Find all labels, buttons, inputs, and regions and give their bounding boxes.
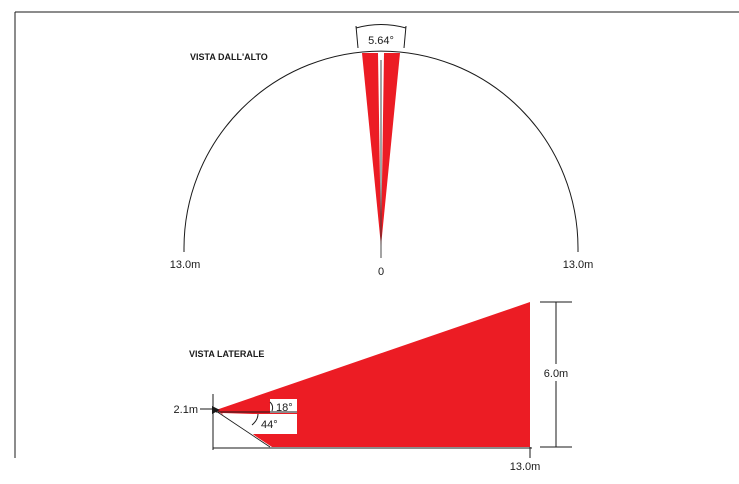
top-view-left-beam bbox=[362, 53, 381, 246]
lower-angle-label: 44° bbox=[261, 419, 278, 431]
distance-label: 13.0m bbox=[510, 461, 541, 473]
mount-height-label: 2.1m bbox=[174, 404, 198, 416]
beam-angle-bracket-left-leg bbox=[355, 25, 359, 49]
lower-angle-arc bbox=[251, 413, 259, 426]
beam-angle-label: 5.64° bbox=[368, 35, 394, 47]
top-view-coverage-arc bbox=[183, 50, 579, 249]
far-height-label: 6.0m bbox=[544, 368, 568, 380]
beam-angle-bracket bbox=[355, 24, 407, 29]
upper-angle-arc bbox=[269, 401, 274, 412]
sensor-icon bbox=[212, 406, 220, 414]
beam-angle-bracket-right-leg bbox=[403, 25, 407, 49]
left-radius-label: 13.0m bbox=[170, 259, 201, 271]
top-view-right-beam bbox=[381, 53, 400, 246]
top-view-title: VISTA DALL'ALTO bbox=[190, 52, 268, 62]
side-view: VISTA LATERALE 2.1m 18° 44° 6.0m 13.0m bbox=[174, 301, 572, 473]
top-view: VISTA DALL'ALTO 5.64° 13.0m 13.0m 0 bbox=[170, 24, 594, 278]
side-view-title: VISTA LATERALE bbox=[189, 349, 264, 359]
right-radius-label: 13.0m bbox=[563, 259, 594, 271]
upper-angle-label: 18° bbox=[276, 402, 293, 414]
origin-label: 0 bbox=[378, 266, 384, 278]
upper-angle-box bbox=[270, 399, 297, 413]
lower-beam-edge bbox=[215, 410, 271, 448]
lower-angle-box bbox=[253, 414, 297, 434]
